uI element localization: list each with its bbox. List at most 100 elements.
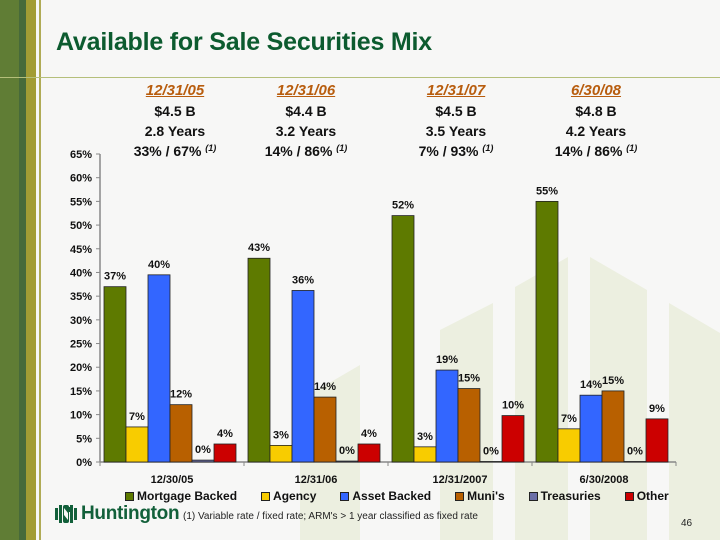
footnote-ref: (1) (205, 143, 217, 153)
legend-item: Agency (261, 488, 316, 504)
legend-label: Mortgage Backed (137, 489, 238, 503)
sidebar-stripe (19, 0, 26, 540)
legend-label: Muni's (467, 489, 505, 503)
x-tick-label: 12/31/06 (295, 474, 338, 486)
y-tick-label: 40% (70, 267, 92, 279)
data-label: 4% (361, 428, 377, 440)
data-label: 0% (627, 446, 643, 458)
y-tick-label: 0% (76, 457, 92, 469)
bar-mortgage-backed (103, 286, 127, 463)
period-date: 12/31/07 (426, 82, 486, 99)
legend-item: Asset Backed (340, 488, 431, 504)
data-label: 3% (273, 429, 289, 441)
legend-swatch (624, 491, 634, 501)
bar-asset-backed (435, 369, 459, 463)
company-logo: Huntington (55, 503, 180, 525)
data-label: 12% (170, 389, 192, 401)
page-number: 46 (681, 518, 693, 529)
y-tick-label: 35% (70, 291, 92, 303)
period-mix: 14% / 86% (1) (236, 141, 376, 161)
period-date: 6/30/08 (570, 82, 622, 99)
data-label: 55% (536, 185, 558, 197)
legend-label: Other (636, 489, 669, 503)
y-tick-label: 55% (70, 196, 92, 208)
legend-label: Treasuries (540, 489, 601, 503)
bar-asset-backed (147, 274, 171, 463)
legend-swatch (261, 491, 271, 501)
data-label: 37% (104, 271, 126, 283)
data-label: 19% (436, 354, 458, 366)
legend-item: Muni's (455, 488, 505, 504)
period-duration: 3.5 Years (425, 123, 487, 139)
bar-muni-s (457, 388, 481, 463)
data-label: 15% (602, 375, 624, 387)
period-summary: 12/31/06 $4.4 B 3.2 Years 14% / 86% (1) (236, 81, 376, 161)
bar-other (357, 443, 381, 463)
x-tick-label: 12/31/2007 (432, 474, 487, 486)
sidebar-stripe (0, 0, 19, 540)
footnote-ref: (1) (336, 143, 348, 153)
data-label: 43% (248, 242, 270, 254)
bar-muni-s (169, 404, 193, 463)
watermark-shape (669, 303, 720, 540)
period-mix: 33% / 67% (1) (105, 141, 245, 161)
bar-agency (269, 445, 293, 463)
legend-item: Treasuries (528, 488, 601, 504)
period-amount: $4.8 B (575, 103, 617, 119)
bar-treasuries (623, 461, 647, 463)
period-date: 12/31/05 (145, 82, 205, 99)
mix-value: 7% / 93% (418, 143, 479, 159)
y-tick-label: 60% (70, 173, 92, 185)
title-divider (0, 77, 720, 78)
data-label: 7% (129, 411, 145, 423)
data-label: 14% (314, 381, 336, 393)
period-amount: $4.5 B (435, 103, 477, 119)
legend-swatch (340, 491, 350, 501)
bar-mortgage-backed (247, 257, 271, 463)
bar-treasuries (191, 459, 215, 463)
bar-agency (125, 426, 149, 463)
x-tick-label: 12/30/05 (151, 474, 194, 486)
y-tick-label: 25% (70, 339, 92, 351)
bar-other (501, 415, 525, 463)
page-title: Available for Sale Securities Mix (56, 28, 432, 56)
bar-mortgage-backed (391, 215, 415, 463)
bar-other (213, 443, 237, 463)
legend-label: Agency (273, 489, 317, 503)
bar-agency (557, 428, 581, 463)
data-label: 36% (292, 274, 314, 286)
sidebar-stripe (26, 0, 36, 540)
period-mix: 7% / 93% (1) (386, 141, 526, 161)
x-tick-label: 6/30/2008 (580, 474, 629, 486)
y-tick-label: 65% (70, 149, 92, 161)
y-tick-label: 5% (76, 433, 92, 445)
y-tick-label: 10% (70, 410, 92, 422)
period-date: 12/31/06 (276, 82, 336, 99)
bar-muni-s (601, 390, 625, 463)
legend-swatch (125, 491, 134, 501)
sidebar-stripe (39, 0, 41, 540)
data-label: 0% (483, 446, 499, 458)
period-duration: 2.8 Years (144, 123, 206, 139)
chart-legend: Mortgage Backed Agency Asset Backed Muni… (125, 488, 693, 504)
period-summary: 12/31/07 $4.5 B 3.5 Years 7% / 93% (1) (386, 81, 526, 161)
data-label: 10% (502, 400, 524, 412)
data-label: 4% (217, 428, 233, 440)
y-tick-label: 20% (70, 362, 92, 374)
bar-other (645, 418, 669, 463)
period-amount: $4.4 B (285, 103, 327, 119)
bar-treasuries (479, 461, 503, 463)
data-label: 15% (458, 373, 480, 385)
bar-asset-backed (291, 290, 315, 463)
data-label: 3% (417, 431, 433, 443)
period-amount: $4.5 B (154, 103, 196, 119)
data-label: 14% (580, 379, 602, 391)
period-duration: 3.2 Years (275, 123, 337, 139)
data-label: 7% (561, 413, 577, 425)
legend-item: Other (624, 488, 669, 504)
period-mix: 14% / 86% (1) (526, 141, 666, 161)
legend-swatch (528, 491, 538, 501)
y-tick-label: 45% (70, 244, 92, 256)
y-tick-label: 15% (70, 386, 92, 398)
period-duration: 4.2 Years (565, 123, 627, 139)
